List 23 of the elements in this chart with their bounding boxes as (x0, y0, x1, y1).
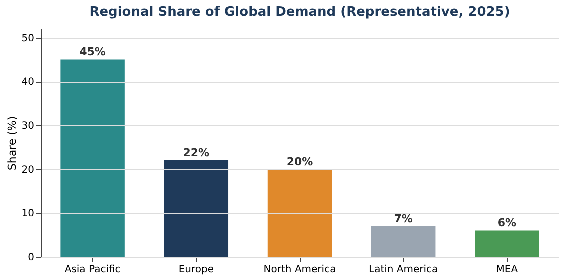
bar (268, 169, 332, 257)
y-tick-label: 30 (22, 120, 34, 132)
y-axis-title: Share (%) (6, 116, 19, 171)
data-label: 7% (394, 212, 413, 226)
y-tick-label: 10 (22, 208, 34, 220)
bar (60, 60, 125, 257)
bar (475, 230, 540, 257)
chart-title: Regional Share of Global Demand (Representative, 2025) (90, 5, 510, 20)
y-tick-label: 40 (22, 77, 34, 88)
y-tick-label: 50 (22, 33, 34, 44)
data-label: 22% (183, 146, 210, 160)
x-tick-label: Latin America (369, 264, 438, 276)
bar (164, 160, 229, 257)
bar (371, 226, 436, 257)
data-label: 20% (286, 155, 314, 168)
data-label: 45% (80, 46, 106, 59)
x-tick-label: Asia Pacific (64, 264, 121, 276)
data-label: 6% (498, 216, 517, 230)
x-tick-label: Europe (178, 264, 214, 276)
y-tick-label: 0 (28, 252, 34, 264)
x-tick-label: MEA (496, 264, 518, 276)
y-tick-label: 20 (22, 164, 34, 176)
x-tick-label: North America (264, 264, 336, 276)
